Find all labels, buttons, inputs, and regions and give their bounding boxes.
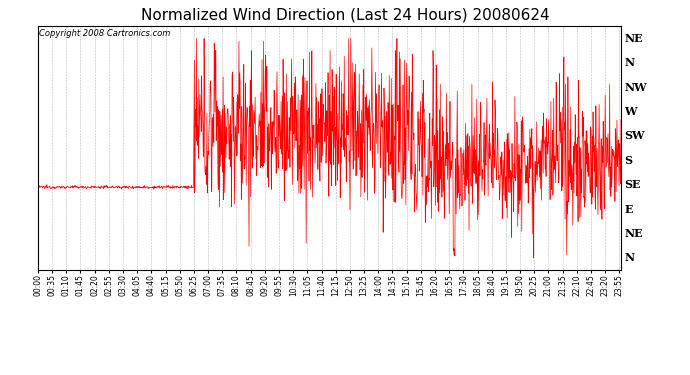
Text: N: N <box>624 57 635 68</box>
Text: NE: NE <box>624 33 643 44</box>
Text: Normalized Wind Direction (Last 24 Hours) 20080624: Normalized Wind Direction (Last 24 Hours… <box>141 8 549 22</box>
Text: S: S <box>624 155 633 166</box>
Text: NW: NW <box>624 82 647 93</box>
Text: SE: SE <box>624 179 641 190</box>
Text: E: E <box>624 204 633 214</box>
Text: NE: NE <box>624 228 643 239</box>
Text: N: N <box>624 252 635 263</box>
Text: SW: SW <box>624 130 645 141</box>
Text: W: W <box>624 106 637 117</box>
Text: Copyright 2008 Cartronics.com: Copyright 2008 Cartronics.com <box>39 29 170 38</box>
